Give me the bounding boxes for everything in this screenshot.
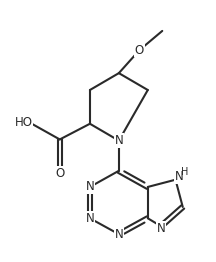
Text: HO: HO [15, 116, 33, 129]
Text: N: N [157, 222, 165, 235]
Text: N: N [86, 181, 94, 193]
Text: N: N [114, 228, 123, 241]
Text: N: N [86, 212, 94, 225]
Text: O: O [135, 44, 144, 57]
Text: N: N [114, 134, 123, 147]
Text: H: H [181, 167, 188, 177]
Text: N: N [175, 170, 184, 183]
Text: O: O [55, 167, 64, 180]
